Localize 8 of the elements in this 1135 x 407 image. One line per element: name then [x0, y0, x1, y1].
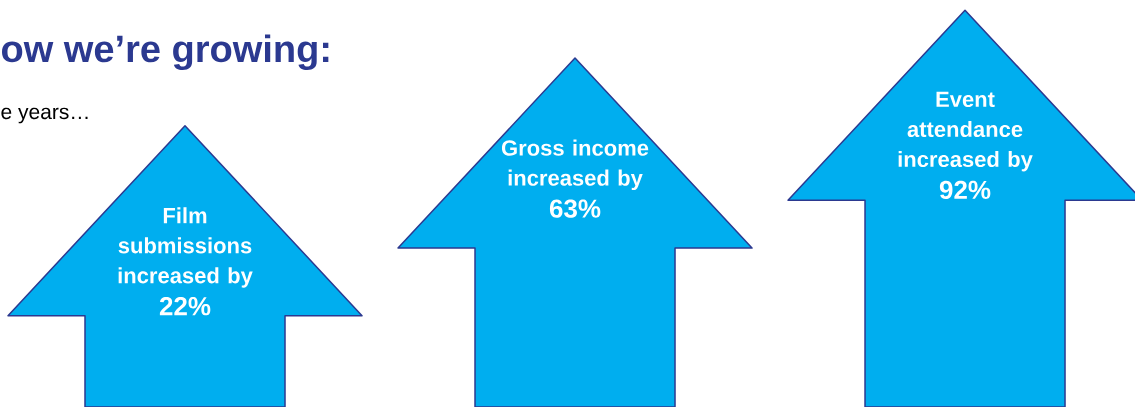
data-label: 63%	[549, 199, 601, 218]
text: ow we’re growing:	[2, 34, 329, 71]
text: e years…	[1, 107, 88, 124]
data-label: 22%	[159, 297, 211, 316]
category-label: Film submissions increased by	[118, 207, 253, 288]
category-label: Event attendance increased by	[898, 91, 1033, 172]
data-label: 92%	[939, 180, 991, 200]
category-label: Gross income increased by	[501, 139, 649, 191]
